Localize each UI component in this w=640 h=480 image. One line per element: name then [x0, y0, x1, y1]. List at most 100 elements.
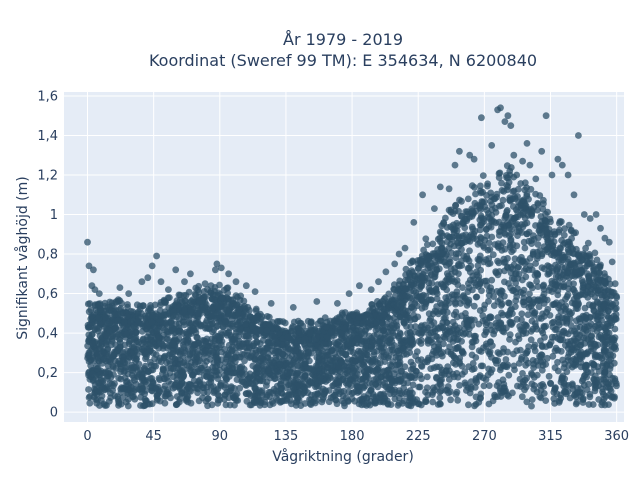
- data-point: [136, 305, 144, 313]
- data-point: [483, 192, 490, 199]
- data-point: [119, 385, 127, 393]
- data-point: [110, 351, 118, 359]
- data-point: [194, 385, 202, 393]
- data-point: [290, 318, 298, 326]
- data-point: [210, 347, 217, 355]
- data-point: [229, 296, 237, 304]
- data-point: [584, 239, 592, 247]
- data-point: [607, 351, 614, 359]
- data-point: [207, 312, 215, 320]
- data-point: [111, 392, 119, 400]
- data-point: [473, 202, 481, 210]
- data-point: [158, 340, 166, 348]
- data-point: [337, 347, 345, 355]
- data-point: [189, 350, 196, 357]
- data-point: [132, 329, 140, 336]
- data-point: [107, 356, 115, 364]
- data-point: [425, 331, 433, 339]
- data-point: [525, 296, 533, 303]
- data-point: [148, 337, 155, 344]
- data-point: [600, 390, 607, 398]
- data-point: [444, 330, 451, 337]
- data-point: [485, 400, 493, 408]
- data-point: [571, 260, 579, 267]
- data-point: [355, 313, 362, 321]
- data-point: [485, 382, 493, 389]
- data-point: [194, 310, 202, 317]
- data-point: [533, 278, 540, 285]
- data-point: [221, 391, 229, 399]
- data-point: [322, 323, 330, 331]
- data-point: [416, 371, 424, 379]
- data-point: [507, 230, 515, 238]
- data-point: [471, 184, 478, 191]
- data-point: [95, 290, 103, 297]
- data-point: [222, 401, 230, 409]
- data-point: [431, 325, 438, 333]
- data-point: [309, 344, 317, 352]
- data-point: [532, 190, 539, 198]
- data-point: [124, 301, 131, 308]
- data-point: [501, 118, 509, 125]
- data-point: [382, 268, 390, 276]
- data-point: [536, 393, 544, 401]
- data-point: [89, 340, 97, 347]
- data-point: [496, 268, 503, 275]
- data-point: [481, 236, 489, 244]
- data-point: [587, 339, 595, 346]
- data-point: [443, 232, 451, 240]
- data-point: [263, 313, 271, 320]
- data-point: [100, 355, 108, 363]
- data-point: [353, 387, 360, 395]
- data-point: [374, 337, 381, 345]
- data-point: [397, 313, 404, 321]
- data-point: [232, 394, 239, 402]
- data-point: [609, 301, 617, 308]
- data-point: [210, 387, 218, 395]
- data-point: [306, 400, 314, 407]
- data-point: [153, 392, 161, 399]
- data-point: [480, 305, 488, 313]
- data-point: [345, 388, 353, 396]
- data-point: [539, 205, 547, 213]
- data-point: [522, 361, 529, 369]
- data-point: [374, 325, 382, 332]
- data-point: [125, 340, 133, 347]
- y-tick-label: 0: [50, 406, 58, 421]
- data-point: [295, 326, 303, 334]
- data-point: [442, 387, 449, 394]
- data-point: [568, 272, 576, 279]
- data-point: [380, 311, 388, 318]
- data-point: [482, 328, 490, 336]
- data-point: [494, 314, 502, 321]
- data-point: [401, 244, 409, 252]
- data-point: [585, 277, 593, 285]
- data-point: [370, 393, 377, 401]
- y-tick-label: 1: [50, 208, 58, 223]
- data-point: [583, 350, 591, 358]
- data-point: [291, 347, 299, 354]
- data-point: [595, 283, 603, 290]
- data-point: [479, 172, 487, 180]
- data-point: [596, 308, 604, 315]
- data-point: [565, 350, 573, 357]
- data-point: [373, 330, 381, 338]
- data-point: [495, 218, 503, 226]
- data-point: [591, 249, 599, 257]
- data-point: [208, 335, 216, 343]
- data-point: [542, 397, 550, 404]
- data-point: [443, 270, 451, 277]
- data-point: [200, 381, 208, 388]
- data-point: [224, 307, 231, 315]
- data-point: [512, 270, 520, 277]
- data-point: [526, 262, 534, 270]
- data-point: [431, 386, 438, 394]
- data-point: [288, 369, 296, 377]
- data-point: [353, 382, 361, 390]
- data-point: [543, 246, 551, 253]
- data-point: [338, 329, 346, 337]
- data-point: [571, 327, 578, 335]
- data-point: [487, 284, 494, 291]
- data-point: [554, 358, 561, 366]
- data-point: [528, 237, 535, 244]
